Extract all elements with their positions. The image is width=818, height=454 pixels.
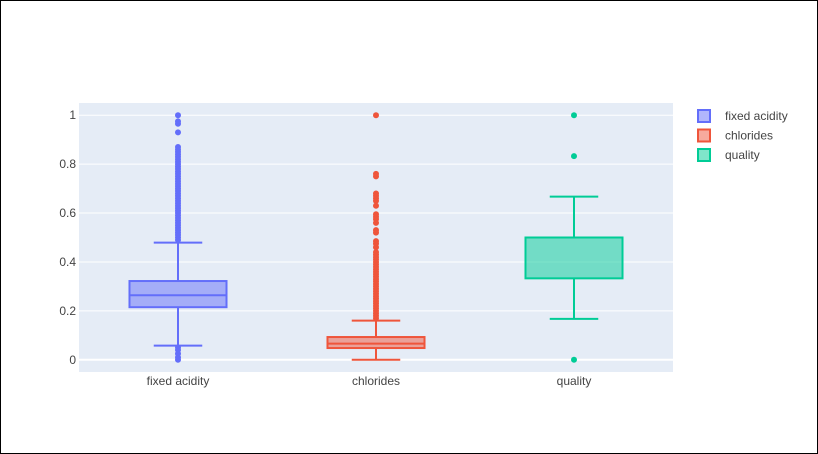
outlier-point bbox=[373, 202, 379, 209]
y-tick-label: 0 bbox=[69, 353, 76, 367]
outlier-point bbox=[571, 112, 577, 119]
outlier-point bbox=[373, 170, 379, 177]
legend-item-fixed-acidity[interactable]: fixed acidity bbox=[697, 109, 788, 123]
y-tick-label: 0.4 bbox=[59, 255, 76, 269]
outlier-point bbox=[175, 112, 181, 119]
outlier-point bbox=[571, 153, 577, 160]
outlier-point bbox=[373, 190, 379, 197]
outlier-point bbox=[373, 112, 379, 119]
outlier-point bbox=[373, 211, 379, 218]
outlier-point bbox=[373, 227, 379, 234]
legend-swatch bbox=[697, 128, 711, 143]
box-quality bbox=[524, 112, 624, 363]
outlier-point bbox=[373, 249, 379, 256]
legend-label: quality bbox=[725, 148, 760, 162]
x-tick-label: quality bbox=[557, 374, 592, 388]
box-fixed-acidity bbox=[128, 112, 228, 363]
legend-label: chlorides bbox=[725, 129, 773, 143]
legend-item-chlorides[interactable]: chlorides bbox=[697, 128, 773, 143]
box-iqr bbox=[326, 336, 426, 350]
box-iqr bbox=[128, 280, 228, 309]
outlier-point bbox=[175, 344, 181, 351]
legend[interactable]: fixed acidity chlorides quality bbox=[697, 109, 788, 162]
outlier-point bbox=[571, 356, 577, 363]
legend-label: fixed acidity bbox=[725, 109, 788, 123]
boxes bbox=[128, 112, 624, 363]
x-axis-ticks: fixed acidity chlorides quality bbox=[147, 374, 592, 388]
y-axis-ticks: 0 0.2 0.4 0.6 0.8 1 bbox=[59, 108, 76, 367]
y-tick-label: 1 bbox=[69, 108, 76, 122]
outlier-point bbox=[175, 144, 181, 151]
outlier-point bbox=[373, 238, 379, 245]
y-tick-label: 0.8 bbox=[59, 157, 76, 171]
x-tick-label: chlorides bbox=[352, 374, 400, 388]
box-chlorides bbox=[326, 112, 426, 361]
y-tick-label: 0.2 bbox=[59, 304, 76, 318]
box-iqr bbox=[524, 236, 624, 280]
outlier-point bbox=[175, 129, 181, 136]
legend-swatch bbox=[697, 109, 711, 123]
legend-item-quality[interactable]: quality bbox=[697, 148, 760, 162]
y-tick-label: 0.6 bbox=[59, 206, 76, 220]
outlier-point bbox=[175, 118, 181, 125]
x-tick-label: fixed acidity bbox=[147, 374, 210, 388]
legend-swatch bbox=[697, 148, 711, 162]
